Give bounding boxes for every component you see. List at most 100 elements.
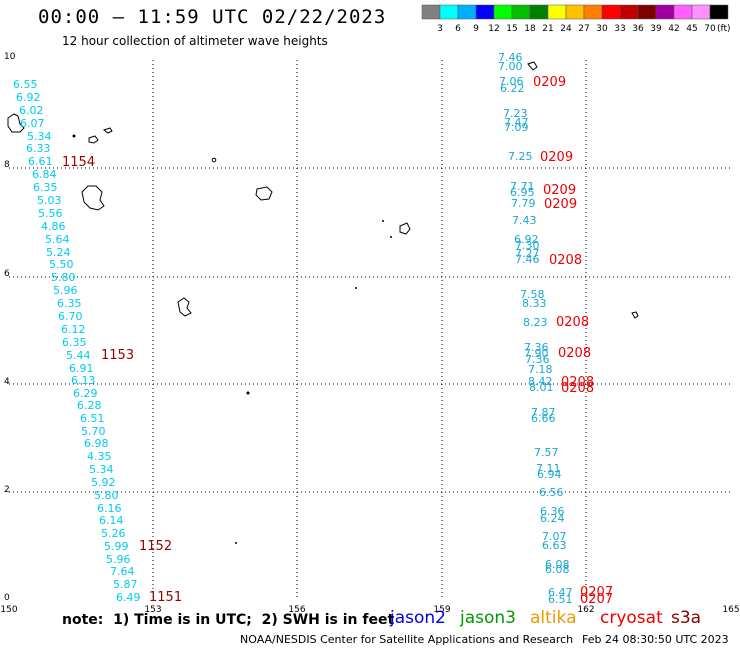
legend-swatch	[421, 4, 441, 20]
footer-credit: NOAA/NESDIS Center for Satellite Applica…	[240, 633, 574, 646]
swh-value: 7.07	[542, 530, 567, 543]
swh-value: 6.29	[73, 387, 98, 400]
map-grid: 150 153 156 159 162 165 10 8 6 4 2 0	[0, 52, 739, 615]
footer-date: Feb 24 08:30:50 UTC 2023	[582, 633, 729, 646]
y-axis-label: 10	[4, 52, 16, 62]
swh-value: 6.33	[26, 142, 51, 155]
legend-swatch	[475, 4, 495, 20]
swh-value: 7.47	[504, 116, 529, 129]
satellite-jason3-label: jason3	[460, 608, 516, 628]
time-label: 0209	[544, 197, 577, 212]
legend-label: 39	[650, 24, 662, 34]
time-label: 1153	[101, 348, 134, 363]
swh-value: 7.43	[512, 214, 537, 227]
swh-value: 6.56	[539, 486, 564, 499]
x-axis-label: 150	[0, 605, 17, 615]
y-axis-label: 6	[4, 269, 10, 279]
swh-value: 6.14	[99, 514, 124, 527]
swh-value: 7.00	[498, 60, 523, 73]
legend-swatch	[691, 4, 711, 20]
swh-value: 6.24	[540, 512, 565, 525]
legend-unit: (ft)	[717, 24, 731, 34]
swh-value: 8.23	[523, 316, 548, 329]
swh-value: 6.07	[20, 117, 45, 130]
time-label: 0208	[549, 253, 582, 268]
legend-label: 30	[596, 24, 608, 34]
time-label: 0207	[580, 592, 613, 607]
swh-value: 6.02	[19, 104, 44, 117]
legend-label: 24	[560, 24, 572, 34]
island-outline	[631, 311, 639, 319]
swh-value: 6.95	[510, 186, 535, 199]
y-axis-label: 2	[4, 485, 10, 495]
swh-value: 7.36	[525, 353, 550, 366]
swh-value: 7.25	[508, 150, 533, 163]
time-label: 0208	[558, 346, 591, 361]
legend-swatch	[673, 4, 693, 20]
swh-value: 5.34	[27, 130, 52, 143]
x-axis-label: 153	[144, 605, 161, 615]
swh-value: 6.35	[33, 181, 58, 194]
legend-label: 18	[524, 24, 536, 34]
swh-value: 5.56	[38, 207, 63, 220]
legend-label: 3	[437, 24, 443, 34]
legend-swatch	[457, 4, 477, 20]
legend-label: 36	[632, 24, 644, 34]
x-axis-label: 159	[433, 605, 450, 615]
swh-value: 4.35	[87, 450, 112, 463]
legend-swatch	[547, 4, 567, 20]
legend-swatch	[709, 4, 729, 20]
x-axis-label: 162	[577, 605, 594, 615]
swh-value: 6.22	[500, 82, 525, 95]
swh-value: 6.12	[61, 323, 86, 336]
swh-value: 7.36	[524, 341, 549, 354]
time-label: 0209	[543, 183, 576, 198]
swh-value: 6.36	[540, 505, 565, 518]
legend-swatch	[583, 4, 603, 20]
swh-value: 5.50	[49, 258, 74, 271]
x-axis-label: 156	[288, 605, 305, 615]
legend-label: 33	[614, 24, 625, 34]
swh-value: 7.09	[504, 121, 529, 134]
swh-value: 7.71	[510, 180, 535, 193]
swh-value: 7.06	[499, 75, 524, 88]
swh-value: 5.64	[45, 233, 70, 246]
swh-value: 6.70	[58, 310, 83, 323]
swh-value: 6.98	[84, 437, 109, 450]
swh-value: 6.51	[548, 593, 573, 606]
legend-label: 9	[473, 24, 479, 34]
islands	[7, 61, 639, 544]
swh-value: 8.42	[528, 375, 553, 388]
swh-value: 6.55	[13, 78, 38, 91]
y-axis-label: 8	[4, 160, 10, 170]
time-label: 0207	[580, 585, 613, 600]
map-title: 00:00 — 11:59 UTC 02/22/2023	[38, 6, 387, 28]
swh-value: 6.28	[77, 399, 102, 412]
swh-value: 6.35	[62, 336, 87, 349]
swh-value: 6.49	[116, 591, 141, 604]
island-outline	[399, 222, 411, 235]
swh-value: 5.96	[53, 284, 78, 297]
swh-value: 7.58	[520, 288, 545, 301]
swh-value: 5.34	[89, 463, 114, 476]
legend-label: 42	[668, 24, 679, 34]
legend-swatch	[655, 4, 675, 20]
island-outline	[7, 113, 25, 133]
track-left-values: 6.556.926.026.075.346.336.616.846.355.03…	[13, 78, 141, 604]
swh-value: 7.27	[515, 247, 540, 260]
swh-value: 6.84	[32, 168, 57, 181]
legend-label: 70	[704, 24, 716, 34]
swh-value: 7.11	[536, 462, 561, 475]
swh-value: 5.03	[37, 194, 62, 207]
swh-value: 7.90	[524, 347, 549, 360]
swh-value: 6.35	[57, 297, 82, 310]
island-outline	[255, 186, 273, 201]
x-axis-label: 165	[722, 605, 739, 615]
swh-value: 6.94	[537, 468, 562, 481]
legend-label: 27	[578, 24, 589, 34]
swh-value: 7.18	[528, 363, 553, 376]
swh-value: 7.79	[511, 197, 536, 210]
swh-value: 5.92	[91, 476, 116, 489]
swh-value: 4.86	[41, 220, 66, 233]
